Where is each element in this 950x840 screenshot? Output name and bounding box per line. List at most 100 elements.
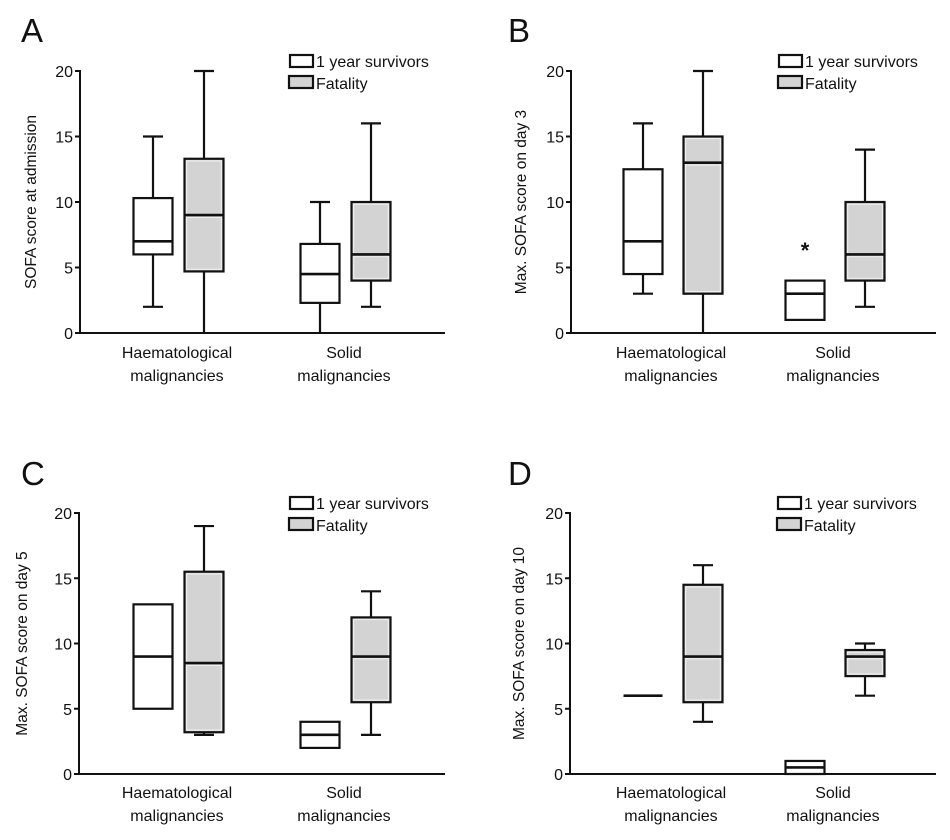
y-tick-label: 0 <box>555 326 564 343</box>
legend-label-survivors: 1 year survivors <box>316 54 429 71</box>
y-tick-label: 10 <box>54 637 72 654</box>
x-category-label: Haematological <box>616 345 726 362</box>
fatality-box-haematological <box>183 524 225 736</box>
legend: 1 year survivors Fatality <box>775 495 917 535</box>
y-tick-label: 10 <box>545 637 563 654</box>
y-tick-label: 15 <box>546 130 564 147</box>
iqr-box-highlight <box>685 586 721 701</box>
y-tick-label: 20 <box>545 506 563 523</box>
legend-label-fatality: Fatality <box>316 76 368 93</box>
x-category-label: malignancies <box>130 808 223 825</box>
y-tick-label: 0 <box>64 326 73 343</box>
x-category-label: malignancies <box>130 368 223 385</box>
x-category-label: malignancies <box>624 368 717 385</box>
legend-swatch-fatality <box>776 74 804 90</box>
survivors-box-haematological <box>132 603 174 710</box>
iqr-box <box>132 196 174 256</box>
y-tick-label: 10 <box>546 195 564 212</box>
legend-label-fatality: Fatality <box>804 518 856 535</box>
iqr-box <box>784 279 826 322</box>
iqr-box <box>682 135 724 295</box>
iqr-box <box>844 200 886 282</box>
legend-swatch-survivors <box>288 53 315 69</box>
survivors-box-solid <box>784 279 826 322</box>
legend-label-survivors: 1 year survivors <box>804 496 917 513</box>
y-tick-label: 0 <box>554 767 563 784</box>
legend: 1 year survivors Fatality <box>776 53 918 93</box>
x-category-label: Haematological <box>616 785 726 802</box>
legend: 1 year survivors Fatality <box>287 53 429 93</box>
legend-swatch-fatality <box>775 516 803 532</box>
iqr-box <box>350 200 392 282</box>
iqr-box-highlight <box>685 138 721 292</box>
y-tick-label: 0 <box>63 767 72 784</box>
iqr-box-highlight <box>847 651 883 675</box>
survivors-box-haematological <box>132 135 174 308</box>
panel-b: B 0 5 10 15 20 Max. SOFA score on day 3 Haemato… <box>508 12 936 385</box>
x-category-label: Solid <box>326 345 362 362</box>
iqr-box-highlight <box>353 203 389 279</box>
y-tick-label: 20 <box>546 64 564 81</box>
fatality-box-haematological <box>183 69 225 333</box>
legend-label-fatality: Fatality <box>316 518 368 535</box>
iqr-box <box>682 583 724 704</box>
x-category-label: Haematological <box>122 785 232 802</box>
legend-label-survivors: 1 year survivors <box>805 54 918 71</box>
y-axis-title: SOFA score at admission <box>23 115 40 289</box>
panel-a: A 0 5 10 15 20 SOFA score at admission Haematol… <box>21 12 445 385</box>
x-category-label: malignancies <box>786 368 879 385</box>
fatality-box-haematological <box>682 69 724 333</box>
iqr-box-highlight <box>847 203 883 279</box>
y-tick-label: 15 <box>54 571 72 588</box>
panel-c: C 0 5 10 15 20 Max. SOFA score on day 5 Haemato… <box>14 455 445 825</box>
iqr-box <box>183 570 225 734</box>
x-category-label: Solid <box>815 345 851 362</box>
y-tick-label: 5 <box>554 702 563 719</box>
survivors-box-haematological <box>622 122 664 295</box>
fatality-box-solid <box>844 642 886 697</box>
x-category-label: malignancies <box>624 808 717 825</box>
iqr-box <box>350 616 392 704</box>
y-tick-label: 15 <box>545 571 563 588</box>
y-tick-label: 15 <box>55 130 73 147</box>
outlier-marker: * <box>801 238 810 263</box>
iqr-box <box>622 168 664 276</box>
x-category-label: Haematological <box>122 345 232 362</box>
survivors-box-solid <box>784 759 826 776</box>
legend-swatch-fatality <box>287 516 315 532</box>
x-category-label: malignancies <box>786 808 879 825</box>
fatality-box-solid <box>844 148 886 308</box>
x-category-label: malignancies <box>297 808 390 825</box>
y-axis-title: Max. SOFA score on day 10 <box>511 547 528 740</box>
y-tick-label: 20 <box>54 506 72 523</box>
x-category-label: malignancies <box>297 368 390 385</box>
legend: 1 year survivors Fatality <box>287 495 429 535</box>
x-category-label: Solid <box>326 785 362 802</box>
fatality-box-haematological <box>682 564 724 723</box>
y-tick-label: 10 <box>55 195 73 212</box>
panel-letter: D <box>508 455 532 492</box>
legend-swatch-survivors <box>777 53 804 69</box>
survivors-box-solid <box>299 200 341 333</box>
panel-d: D 0 5 10 15 20 Max. SOFA score on day 10 Haemat… <box>508 455 936 825</box>
x-category-label: Solid <box>815 785 851 802</box>
legend-label-survivors: 1 year survivors <box>316 496 429 513</box>
legend-swatch-fatality <box>287 74 315 90</box>
y-tick-label: 5 <box>555 261 564 278</box>
iqr-box <box>844 648 886 678</box>
panel-letter: C <box>21 455 45 492</box>
y-tick-label: 5 <box>64 261 73 278</box>
y-tick-label: 20 <box>55 64 73 81</box>
iqr-box-highlight <box>186 573 222 731</box>
y-tick-label: 5 <box>63 702 72 719</box>
y-axis-title: Max. SOFA score on day 5 <box>14 551 31 735</box>
legend-swatch-survivors <box>776 495 803 511</box>
legend-swatch-survivors <box>288 495 315 511</box>
legend-label-fatality: Fatality <box>805 76 857 93</box>
panel-letter: B <box>508 12 530 49</box>
fatality-box-solid <box>350 590 392 736</box>
y-axis-title: Max. SOFA score on day 3 <box>513 110 530 294</box>
survivors-box-solid <box>299 720 341 749</box>
iqr-box-highlight <box>353 619 389 701</box>
